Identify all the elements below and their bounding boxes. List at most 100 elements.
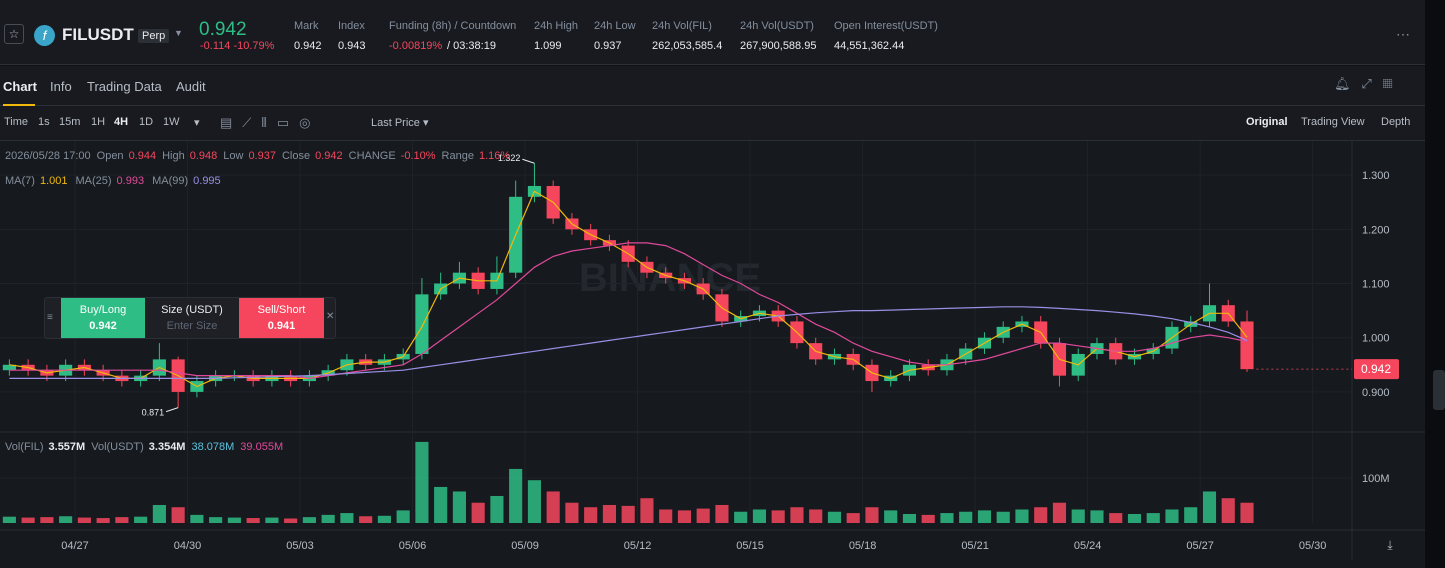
interval[interactable]: 4H [114, 116, 129, 128]
tool-icons[interactable]: 🔔︎ ⤢ ▦ [1334, 76, 1393, 91]
ohlc-legend: 2026/05/28 17:00 Open 0.944 High 0.948 Low 0.9… [5, 150, 516, 162]
buy-button[interactable]: Buy/Long 0.942 [61, 298, 145, 338]
sell-price: 0.941 [267, 320, 296, 332]
more-menu[interactable]: ⋯ [1396, 26, 1410, 42]
y-tick-label: 0.900 [1362, 387, 1390, 399]
volume-bar [471, 502, 485, 523]
candle-body [2, 364, 16, 371]
volume-bar [659, 509, 673, 523]
stat-value: -0.00819% [389, 40, 443, 52]
volume-bar [134, 516, 148, 523]
volume-bar [246, 518, 260, 523]
volume-bar [734, 511, 748, 523]
scrollbar[interactable] [1433, 370, 1445, 410]
volume-bar [546, 491, 560, 523]
volume-bar [1202, 491, 1217, 523]
legend-value: 0.937 [248, 150, 276, 162]
volume-bar [2, 516, 16, 523]
volume-bar [265, 517, 279, 523]
price-type[interactable]: Last Price ▾ [371, 117, 429, 129]
change-pct: -10.79% [233, 40, 275, 52]
interval[interactable]: Time [4, 116, 29, 128]
sell-button[interactable]: Sell/Short 0.941 [239, 298, 324, 338]
size-input[interactable]: Size (USDT) Enter Size [145, 298, 239, 338]
volume-bar [640, 498, 654, 523]
interval[interactable]: 1D [139, 116, 154, 128]
legend-label: CHANGE [348, 150, 396, 162]
axis-settings[interactable]: ⤓ [1387, 538, 1393, 552]
volume-bar [602, 504, 616, 523]
tab[interactable]: Chart [3, 79, 37, 94]
drawing-tools[interactable]: ▤⟋⫴▭◎ [220, 115, 321, 130]
stat-label: Mark [294, 20, 319, 32]
x-tick-label: 05/21 [961, 540, 989, 552]
volume-bar [696, 508, 710, 523]
stat-value: 267,900,588.95 [740, 40, 817, 52]
vol-label: Vol(USDT) [91, 441, 144, 453]
interval[interactable]: 1W [163, 116, 180, 128]
ma-legend: MA(7) 1.001 MA(25) 0.993 MA(99) 0.995 [5, 175, 229, 187]
interval-dropdown[interactable]: ▾ [194, 117, 200, 129]
stat-label: Funding (8h) / Countdown [389, 20, 517, 32]
x-tick-label: 05/18 [849, 540, 877, 552]
volume-bar [321, 514, 335, 523]
volume-bar [1109, 513, 1123, 523]
symbol[interactable]: FILUSDT [62, 25, 134, 44]
volume-bar [96, 518, 110, 523]
tab[interactable]: Info [50, 79, 72, 94]
volume-bar [1090, 510, 1104, 523]
view[interactable]: Depth [1381, 116, 1411, 128]
drag-handle[interactable]: ≡ [47, 312, 53, 323]
volume-bar [884, 510, 898, 523]
sell-label: Sell/Short [257, 304, 306, 316]
right-strip [1425, 0, 1445, 568]
close-panel[interactable]: ✕ [326, 311, 335, 322]
stat-label: 24h High [534, 20, 579, 32]
favorite-button[interactable]: ☆ [4, 24, 24, 44]
volume-bar [396, 510, 410, 523]
volume-bar [1015, 509, 1029, 523]
volume-bar [827, 511, 842, 523]
volume-bar [527, 480, 541, 523]
ma-value: 1.001 [39, 175, 68, 187]
legend-value: -0.10% [400, 150, 436, 162]
x-tick-label: 04/30 [174, 540, 202, 552]
annotation: 1.322 [498, 153, 521, 163]
x-tick-label: 05/09 [511, 540, 539, 552]
tab[interactable]: Trading Data [87, 79, 162, 94]
interval[interactable]: 1s [38, 116, 50, 128]
volume-bar [152, 504, 166, 523]
volume-bar [865, 507, 879, 523]
legend-label: Range [441, 150, 474, 162]
stat-value: 0.943 [338, 40, 366, 52]
stat-value: 0.942 [294, 40, 322, 52]
volume-bar [1034, 507, 1048, 523]
tab[interactable]: Audit [176, 79, 206, 94]
volume-bar [284, 518, 298, 523]
legend-label: Close [281, 150, 311, 162]
last-price-label: 0.942 [1361, 362, 1391, 376]
volume-bar [115, 517, 129, 523]
dropdown-arrow[interactable]: ▼ [174, 28, 183, 38]
x-tick-label: 04/27 [61, 540, 89, 552]
vol-legend: Vol(FIL) 3.557M Vol(USDT) 3.354M 38.078M 39.0… [5, 441, 289, 453]
volume-bar [584, 507, 598, 523]
volume-bar [340, 513, 354, 523]
volume-bar [771, 510, 785, 523]
stat-value: 0.937 [594, 40, 622, 52]
view[interactable]: Original [1246, 116, 1288, 128]
interval[interactable]: 15m [59, 116, 81, 128]
volume-bar [1146, 513, 1160, 523]
last-price: 0.942 [199, 19, 247, 40]
price-change: -0.114 -10.79% [200, 40, 274, 52]
vol-value: 3.557M [48, 441, 86, 453]
view[interactable]: Trading View [1301, 116, 1365, 128]
perp-badge: Perp [138, 29, 170, 43]
trade-panel: ≡ Buy/Long 0.942 Size (USDT) Enter Size Se… [44, 297, 336, 339]
interval[interactable]: 1H [91, 116, 106, 128]
change: -0.114 [200, 40, 231, 52]
x-tick-label: 05/24 [1074, 540, 1102, 552]
volume-bar [1127, 513, 1142, 523]
countdown: / 03:38:19 [447, 40, 496, 52]
volume-bar [996, 511, 1010, 523]
